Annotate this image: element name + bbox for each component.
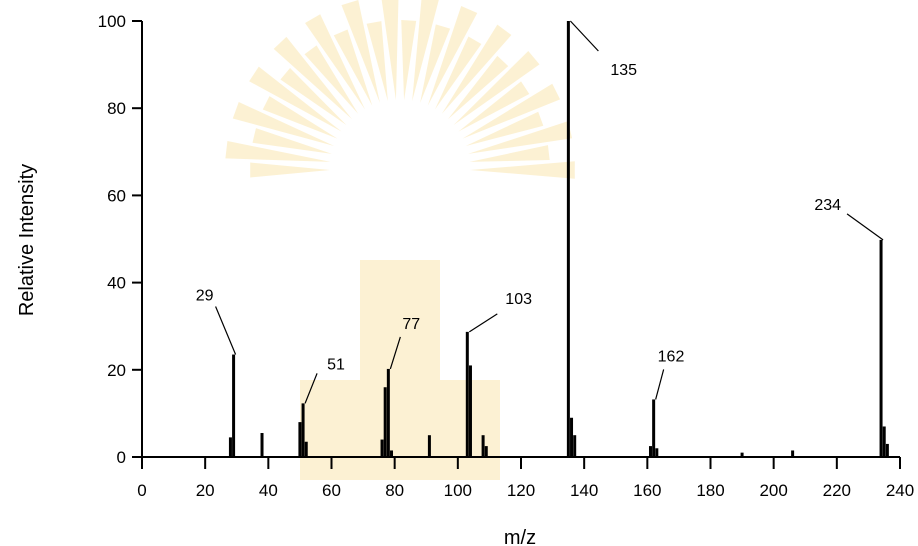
emblem-ray xyxy=(465,111,544,147)
emblem-ray xyxy=(469,145,550,162)
emblem-ray xyxy=(366,21,388,102)
y-tick-label: 40 xyxy=(107,274,126,293)
emblem-ray xyxy=(252,128,332,154)
emblem-ray xyxy=(262,96,338,139)
x-tick-label: 20 xyxy=(196,481,215,500)
peak-bar xyxy=(380,439,384,457)
emblem-ray xyxy=(280,67,347,126)
y-axis: 0 20 40 60 80 100 xyxy=(98,12,143,467)
peak-bar xyxy=(570,417,574,457)
peak-label: 29 xyxy=(196,288,214,305)
peak-bar xyxy=(740,452,744,457)
emblem-ray xyxy=(441,24,512,114)
x-tick-label: 0 xyxy=(137,481,146,500)
x-tick-label: 200 xyxy=(759,481,787,500)
emblem-ray xyxy=(427,6,478,106)
emblem-ray xyxy=(225,141,331,162)
emblem-ray xyxy=(341,0,380,103)
y-tick-label: 60 xyxy=(107,186,126,205)
peak-bar xyxy=(468,365,472,457)
emblem-ray xyxy=(249,66,342,132)
x-axis-title: m/z xyxy=(504,527,536,546)
emblem-ray xyxy=(232,102,335,147)
peak-leader-line xyxy=(215,306,237,355)
emblem-ray xyxy=(304,45,359,114)
peak-leader-line xyxy=(846,213,884,241)
emblem-ray xyxy=(401,20,417,101)
peak-bar xyxy=(386,368,390,457)
peak-bar xyxy=(228,437,232,457)
peak-label: 103 xyxy=(505,291,532,308)
x-tick-label: 100 xyxy=(444,481,472,500)
peak-bar xyxy=(484,446,488,457)
peak-bar xyxy=(566,21,570,457)
emblem-ray xyxy=(448,55,509,120)
peak-bar xyxy=(304,441,308,457)
emblem-ray xyxy=(458,81,530,132)
peak-bar xyxy=(791,450,795,457)
peak-bar xyxy=(655,448,659,457)
peak-leader-line xyxy=(468,313,498,333)
x-axis: 0 20 40 60 80 100 120 140 160 180 200 220 240 xyxy=(137,456,914,500)
emblem-ray xyxy=(453,50,540,126)
emblem-ray xyxy=(333,29,373,106)
emblem-ray xyxy=(435,36,482,110)
peak-leader-line xyxy=(304,373,318,404)
peak-label: 162 xyxy=(658,348,685,365)
peak-bar xyxy=(260,433,264,457)
peak-label: 77 xyxy=(402,316,420,333)
emblem-body xyxy=(360,260,440,480)
y-tick-label: 80 xyxy=(107,99,126,118)
y-tick-label: 0 xyxy=(117,448,126,467)
emblem-ray xyxy=(381,0,399,101)
peak-bar xyxy=(885,443,889,457)
emblem-ray xyxy=(462,83,561,139)
x-tick-label: 120 xyxy=(507,481,535,500)
peak-bar xyxy=(573,435,577,457)
emblem-ray xyxy=(470,161,575,179)
emblem-ray xyxy=(468,121,573,154)
peak-bar xyxy=(882,426,886,457)
peak-bar xyxy=(427,435,431,457)
emblem-ray xyxy=(420,24,451,103)
peak-label: 135 xyxy=(610,62,637,79)
peak-leader-line xyxy=(655,369,665,400)
peak-labels: 29 51 77 103 135 162 234 xyxy=(196,20,884,404)
peak-bar xyxy=(301,403,305,457)
y-tick-label: 20 xyxy=(107,361,126,380)
y-axis-title: Relative Intensity xyxy=(16,164,38,316)
y-tick-label: 100 xyxy=(98,12,126,31)
peak-label: 51 xyxy=(327,356,345,373)
x-tick-label: 140 xyxy=(570,481,598,500)
peak-bar xyxy=(648,446,652,457)
x-tick-label: 220 xyxy=(823,481,851,500)
x-tick-label: 60 xyxy=(322,481,341,500)
x-tick-label: 240 xyxy=(886,481,914,500)
peak-bar xyxy=(383,387,387,457)
emblem-ray xyxy=(305,14,365,110)
peak-label: 234 xyxy=(814,197,841,214)
emblem-ray xyxy=(412,0,439,102)
peak-bar xyxy=(390,450,394,457)
emblem-ray xyxy=(250,162,330,178)
emblem-ray xyxy=(273,36,352,120)
peak-bar xyxy=(298,422,302,457)
peak-leader-line xyxy=(569,20,599,52)
peak-bar xyxy=(652,399,656,457)
peak-bar xyxy=(879,239,883,457)
x-tick-label: 160 xyxy=(633,481,661,500)
peak-leader-line xyxy=(389,336,401,370)
peak-bar xyxy=(465,331,469,457)
university-emblem-watermark xyxy=(225,0,575,480)
x-tick-label: 40 xyxy=(259,481,278,500)
peak-bar xyxy=(481,435,485,457)
peak-bar xyxy=(232,354,236,457)
x-tick-label: 180 xyxy=(696,481,724,500)
x-tick-label: 80 xyxy=(385,481,404,500)
peak-bars xyxy=(228,21,889,457)
